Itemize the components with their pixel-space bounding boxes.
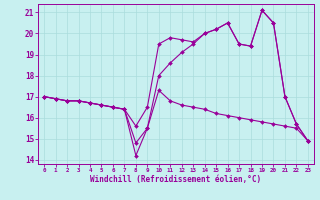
X-axis label: Windchill (Refroidissement éolien,°C): Windchill (Refroidissement éolien,°C) [91,175,261,184]
